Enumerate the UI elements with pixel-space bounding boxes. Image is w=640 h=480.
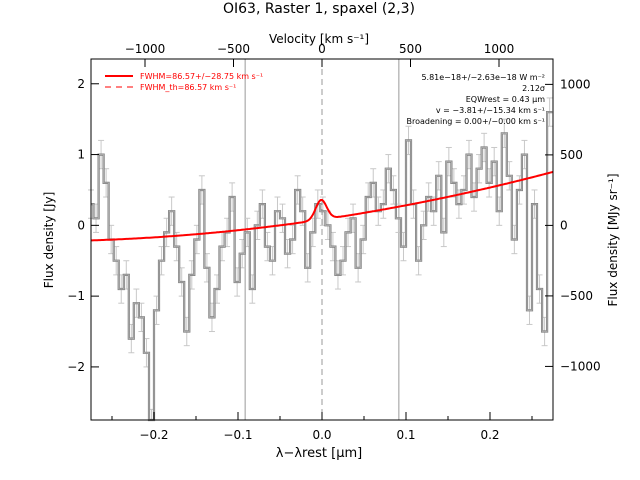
fit-annotations: 5.81e−18+/−2.63e−18 W m⁻² 2.12σ EQWrest … — [407, 73, 546, 126]
velocity-tick-label: −500 — [217, 42, 250, 56]
x-tick-label: 0.1 — [396, 428, 415, 442]
chart-title: OI63, Raster 1, spaxel (2,3) — [223, 1, 415, 17]
spectrum-line-highlight — [91, 111, 553, 421]
y-tick-label: 2 — [77, 77, 85, 91]
legend-label-fwhm-th: FWHM_th=86.57 km s⁻¹ — [140, 83, 236, 92]
y-tick-label: −2 — [67, 360, 85, 374]
x-tick-label: −0.1 — [223, 428, 252, 442]
x-tick-label: 0.0 — [312, 428, 331, 442]
spectrum-layer — [91, 111, 553, 422]
velocity-tick-label: −1000 — [125, 42, 166, 56]
x-tick-label: −0.2 — [139, 428, 168, 442]
velocity-tick-label: 1000 — [484, 42, 515, 56]
y-tick-label: 0 — [77, 218, 85, 232]
annotation-eqw: EQWrest = 0.43 μm — [466, 95, 545, 104]
velocity-axis-label: Velocity [km s⁻¹] — [269, 32, 369, 46]
right-tick-label: 1000 — [560, 77, 591, 91]
right-tick-label: −1000 — [560, 359, 601, 373]
legend: FWHM=86.57+/−28.75 km s⁻¹ FWHM_th=86.57 … — [105, 72, 263, 92]
velocity-tick-label: 0 — [318, 42, 326, 56]
y-axis-label: Flux density [Jy] — [42, 192, 56, 289]
fit-layer — [91, 170, 554, 242]
x-axis-label: λ−λrest [μm] — [276, 446, 362, 461]
annotation-sigma: 2.12σ — [522, 84, 545, 93]
axis-ticks: −0.2 −0.1 0.0 0.1 0.2 −1000 −500 0 500 1000 −2 −1 0 1… — [67, 42, 600, 442]
right-tick-label: 0 — [560, 218, 568, 232]
annotation-velocity: v = −3.81+/−15.34 km s⁻¹ — [436, 106, 545, 115]
right-axis-label: Flux density [MJy sr⁻¹] — [606, 173, 620, 306]
y-tick-label: 1 — [77, 148, 85, 162]
velocity-tick-label: 500 — [399, 42, 422, 56]
right-tick-label: 500 — [560, 148, 583, 162]
legend-label-fwhm: FWHM=86.57+/−28.75 km s⁻¹ — [140, 72, 263, 81]
y-tick-label: −1 — [67, 289, 85, 303]
fit-line — [91, 170, 554, 242]
annotation-broadening: Broadening = 0.00+/−0.00 km s⁻¹ — [407, 117, 545, 126]
annotation-flux: 5.81e−18+/−2.63e−18 W m⁻² — [421, 73, 545, 82]
x-tick-label: 0.2 — [480, 428, 499, 442]
right-tick-label: −500 — [560, 289, 593, 303]
